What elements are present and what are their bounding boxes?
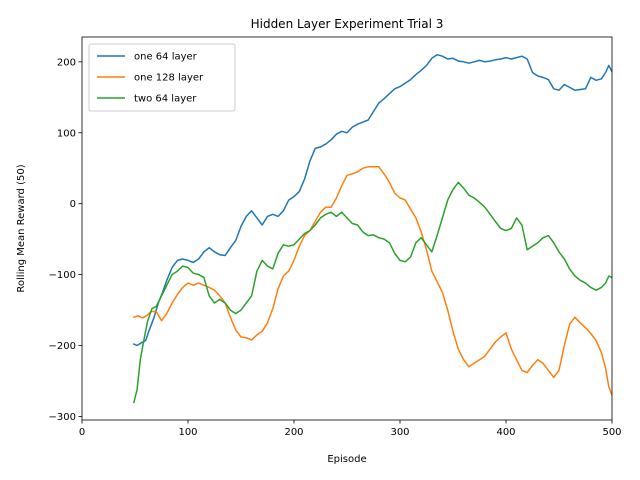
legend-label-3: two 64 layer bbox=[134, 94, 197, 105]
y-tick-label: 0 bbox=[70, 199, 76, 210]
series-line-1 bbox=[132, 53, 612, 347]
x-tick-label: 200 bbox=[284, 427, 303, 438]
axes bbox=[81, 36, 613, 421]
x-tick-label: 300 bbox=[390, 427, 409, 438]
x-tick-label: 0 bbox=[79, 427, 85, 438]
chart-title: Hidden Layer Experiment Trial 3 bbox=[251, 17, 444, 31]
x-tick-label: 400 bbox=[496, 427, 515, 438]
x-tick-label: 100 bbox=[178, 427, 197, 438]
x-tick-label: 500 bbox=[602, 427, 621, 438]
y-tick-label: −100 bbox=[49, 270, 76, 281]
y-axis-label: Rolling Mean Reward (50) bbox=[16, 164, 27, 292]
y-tick-label: −300 bbox=[49, 412, 76, 423]
y-tick-label: −200 bbox=[49, 341, 76, 352]
legend-label-2: one 128 layer bbox=[134, 73, 204, 84]
legend-frame bbox=[88, 43, 236, 112]
axes-frame bbox=[81, 36, 613, 421]
x-axis-label: Episode bbox=[327, 454, 366, 465]
y-axis-ticks: −300 −200 −100 0 100 200 bbox=[49, 57, 82, 423]
x-axis-ticks: 0 100 200 300 400 500 bbox=[79, 420, 622, 438]
y-tick-label: 100 bbox=[57, 128, 76, 139]
y-tick-label: 200 bbox=[57, 57, 76, 68]
plot-area bbox=[132, 53, 612, 404]
series-line-3 bbox=[132, 181, 612, 404]
legend: one 64 layer one 128 layer two 64 layer bbox=[88, 43, 236, 112]
legend-label-1: one 64 layer bbox=[134, 52, 198, 63]
series-line-2 bbox=[132, 166, 612, 397]
